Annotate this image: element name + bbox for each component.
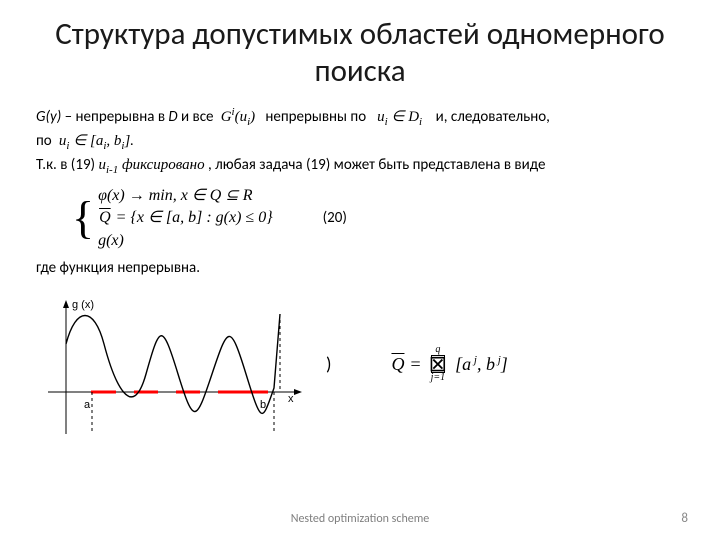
eq-number: (20)	[323, 208, 347, 230]
para-2: по ui ∈ [ai, bi].	[36, 131, 684, 155]
footer-text: Nested optimization scheme	[0, 512, 720, 526]
page-number: 8	[681, 511, 688, 526]
slide-title: Структура допустимых областей одномерног…	[36, 16, 684, 89]
txt: – непрерывна в	[61, 108, 168, 126]
eq20-line3: g(x)	[98, 230, 273, 252]
eq-sign: =	[410, 351, 420, 377]
d-symbol: D	[168, 108, 177, 126]
body-text: G(y) – непрерывна в D и все Gi(ui) непре…	[36, 105, 684, 444]
svg-text:a: a	[84, 399, 91, 411]
svg-text:x: x	[288, 393, 294, 405]
para-3: Т.к. в (19) ui-1 фиксировано , любая зад…	[36, 155, 684, 179]
txt: непрерывны по	[265, 108, 366, 126]
txt: , любая задача (19) может быть представл…	[208, 156, 545, 174]
gi-symbol: Gi(ui)	[217, 109, 255, 125]
big-union-icon: q ⊠ j=1	[431, 345, 446, 383]
txt: Т.к. в (19)	[36, 156, 99, 174]
q-bar: Q	[391, 351, 404, 377]
txt: и, следовательно,	[432, 108, 550, 126]
gy-symbol: G(y)	[36, 108, 61, 126]
equation-20: { φ(x) → min, x ∈ Q ⊆ R Q = {x ∈ [a, b] …	[72, 185, 684, 252]
brace-icon: {	[72, 200, 94, 237]
function-graph: g (x) a b x	[36, 284, 316, 444]
eq20-line1: φ(x) → min, x ∈ Q ⊆ R	[98, 185, 273, 207]
ui-in-di: ui ∈ Di	[370, 109, 423, 125]
txt: по	[36, 132, 52, 150]
q-union-formula: Q = q ⊠ j=1 [a j, b j]	[391, 345, 507, 383]
svg-text:b: b	[260, 399, 266, 411]
closing-paren: )	[326, 351, 331, 377]
interval-j: [a j, b j]	[455, 351, 508, 377]
interval: ui ∈ [ai, bi].	[55, 133, 134, 149]
eq20-line2: Q = {x ∈ [a, b] : g(x) ≤ 0}	[98, 207, 273, 229]
ui-1-fixed: ui-1 фиксировано	[99, 157, 205, 173]
para-1: G(y) – непрерывна в D и все Gi(ui) непре…	[36, 105, 684, 131]
svg-text:g (x): g (x)	[72, 299, 94, 311]
txt: и все	[178, 108, 214, 126]
para-4: где функция непрерывна.	[36, 258, 684, 280]
